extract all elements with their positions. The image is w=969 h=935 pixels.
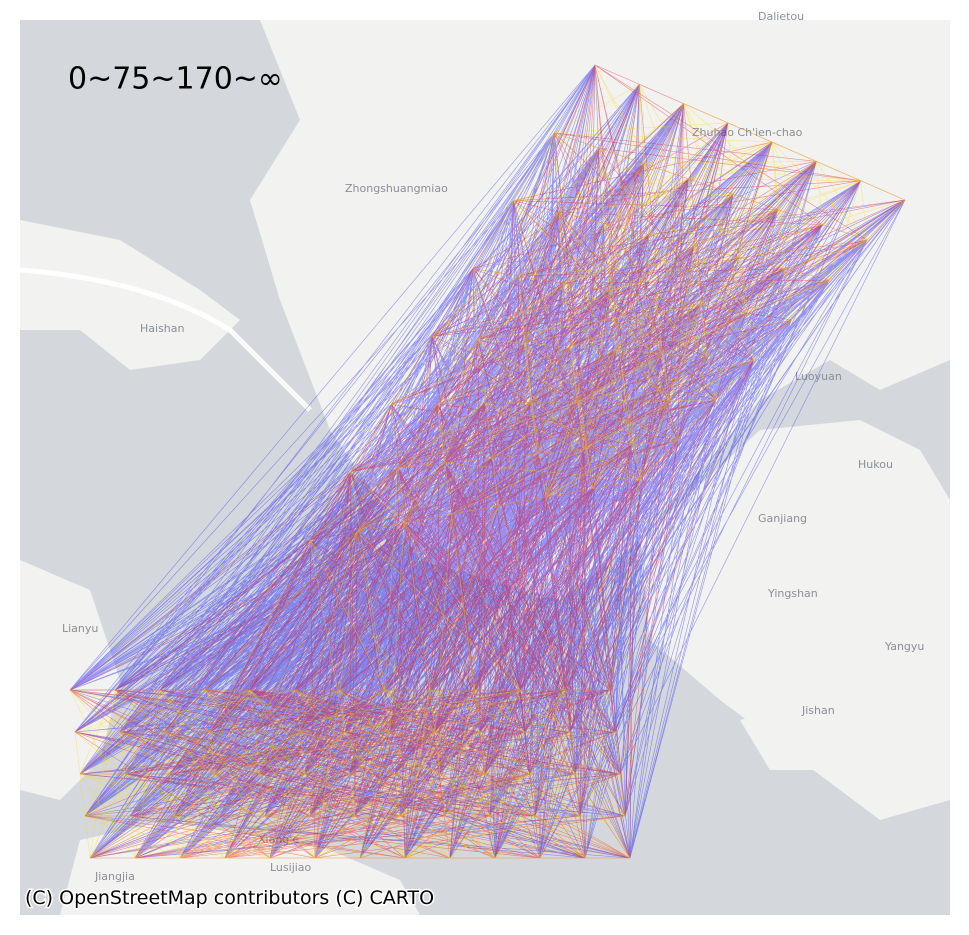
place-label: Dalietou (758, 10, 804, 23)
place-label: Hukou (858, 458, 893, 471)
legend-title: 0~75~170~∞ (68, 62, 283, 97)
place-label: Yangyu (884, 640, 924, 653)
place-label: Yingshan (767, 587, 818, 600)
place-label: Lianyu (62, 622, 98, 635)
flow-lines-yellow (69, 64, 906, 859)
place-label: Jiangjia (94, 870, 135, 883)
attribution: (C) OpenStreetMap contributors (C) CARTO (25, 887, 434, 909)
flow-network (69, 64, 906, 859)
place-label: Ganjiang (758, 512, 807, 525)
place-label: Luoyuan (795, 370, 842, 383)
flow-lines-red (69, 64, 906, 859)
place-label: Lusijiao (270, 861, 312, 874)
place-label: Zhuhao Ch'ien-chao (692, 126, 803, 139)
flow-lines-blue (69, 64, 906, 859)
road (19, 267, 312, 412)
place-label: Xiang'e (258, 833, 299, 846)
place-labels: Haishan Zhongshuangmiao Ganjiang Hukou Yings… (62, 10, 924, 883)
place-label: Jishan (801, 704, 835, 717)
place-label: Zhongshuangmiao (345, 182, 448, 195)
land (20, 20, 950, 915)
place-label: Haishan (140, 322, 185, 335)
